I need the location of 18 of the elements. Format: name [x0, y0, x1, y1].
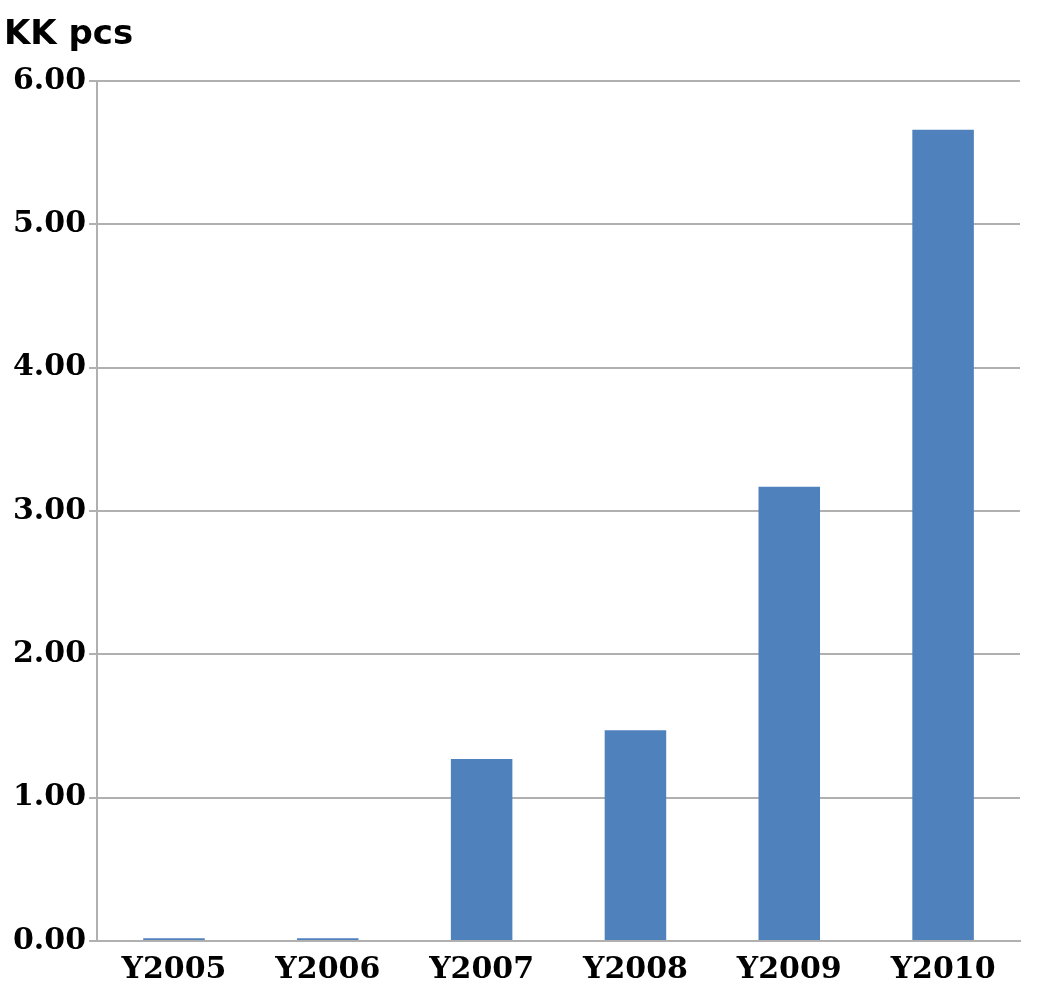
y-axis-title: KK pcs: [4, 12, 134, 52]
x-tick-label: Y2006: [274, 949, 381, 985]
bar: [604, 730, 667, 940]
x-tick-label: Y2005: [120, 949, 227, 985]
x-tick-label: Y2009: [735, 949, 842, 985]
bar: [758, 486, 821, 940]
y-tick-label: 0.00: [12, 920, 87, 956]
y-tick-label: 2.00: [12, 634, 87, 670]
bar: [912, 129, 974, 940]
y-tick-label: 3.00: [12, 490, 87, 526]
x-tick-label: Y2008: [581, 949, 688, 985]
x-tick-label: Y2010: [889, 949, 996, 985]
bar: [450, 758, 513, 940]
y-tick-label: 1.00: [12, 777, 87, 813]
x-tick-label: Y2007: [428, 949, 535, 985]
y-tick-label: 6.00: [12, 60, 87, 96]
y-tick-label: 4.00: [12, 347, 87, 383]
y-tick-label: 5.00: [12, 204, 87, 240]
